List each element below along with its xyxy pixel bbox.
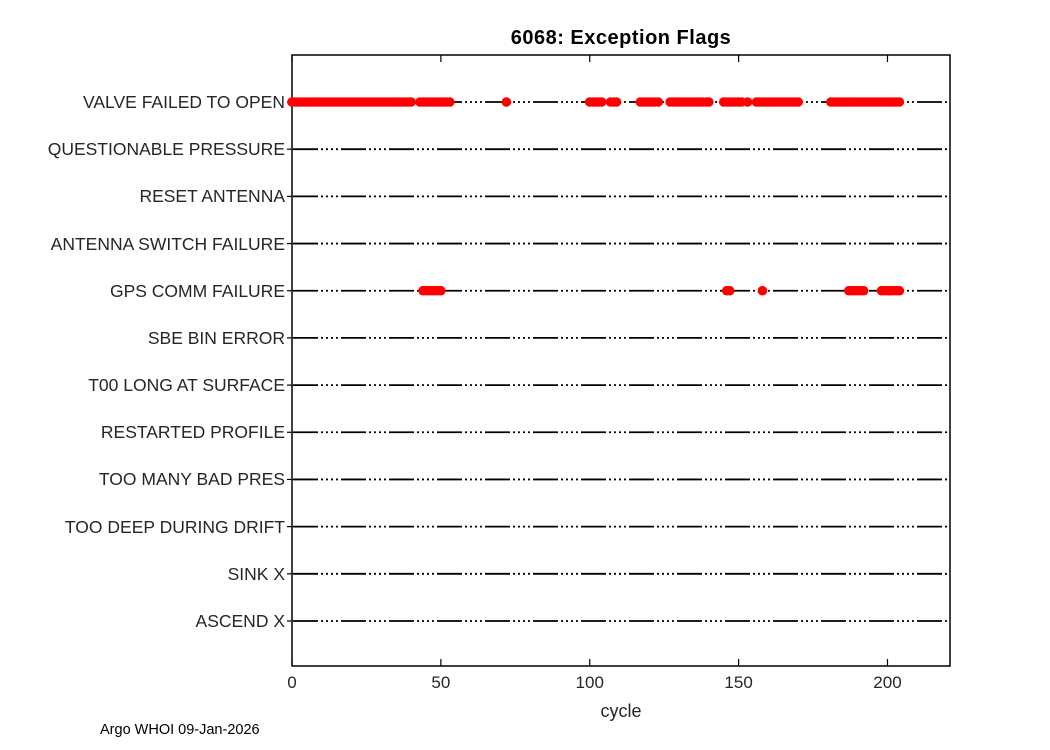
footer-credit: Argo WHOI 09-Jan-2026 — [100, 722, 260, 738]
event-marker — [445, 97, 455, 107]
y-axis-label: QUESTIONABLE PRESSURE — [47, 139, 285, 160]
event-marker — [501, 97, 512, 107]
x-tick-label: 50 — [431, 673, 451, 692]
event-marker — [596, 97, 607, 107]
x-tick-label: 200 — [873, 673, 902, 692]
event-marker — [611, 97, 622, 107]
event-marker — [653, 97, 664, 107]
y-axis-label: ANTENNA SWITCH FAILURE — [50, 233, 285, 254]
x-tick-label: 100 — [575, 673, 604, 692]
axes-box — [291, 54, 951, 667]
event-marker — [704, 97, 714, 107]
y-axis-label: T00 LONG AT SURFACE — [88, 375, 285, 396]
y-axis-label: TOO MANY BAD PRES — [98, 469, 285, 490]
y-axis-label: SBE BIN ERROR — [147, 327, 285, 348]
x-tick-label: 150 — [724, 673, 753, 692]
event-marker — [894, 285, 905, 296]
y-axis-label: RESTARTED PROFILE — [100, 422, 285, 443]
chart-title: 6068: Exception Flags — [510, 27, 732, 49]
x-axis-title: cycle — [600, 701, 642, 721]
y-axis-label: SINK X — [227, 563, 285, 584]
event-marker — [724, 285, 735, 296]
event-marker — [793, 97, 803, 107]
event-marker — [757, 285, 768, 296]
y-axis-label: VALVE FAILED TO OPEN — [83, 92, 285, 112]
event-marker — [406, 97, 416, 107]
y-axis-label: GPS COMM FAILURE — [109, 280, 285, 301]
event-marker — [436, 285, 446, 296]
y-axis-label: TOO DEEP DURING DRIFT — [64, 516, 285, 537]
x-tick-label: 0 — [287, 673, 297, 692]
y-axis-label: RESET ANTENNA — [139, 186, 285, 207]
event-marker — [742, 97, 753, 107]
event-marker — [858, 285, 869, 296]
event-marker — [894, 97, 905, 107]
y-axis-label: ASCEND X — [195, 611, 285, 631]
